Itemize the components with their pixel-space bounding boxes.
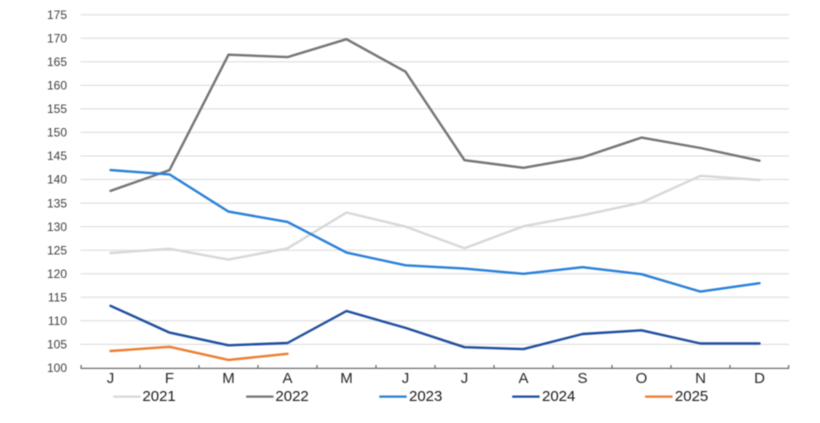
svg-text:A: A bbox=[518, 370, 528, 387]
svg-text:2025: 2025 bbox=[675, 388, 708, 405]
svg-text:110: 110 bbox=[48, 314, 67, 328]
svg-text:135: 135 bbox=[47, 196, 67, 210]
svg-text:M: M bbox=[340, 370, 353, 387]
svg-text:J: J bbox=[402, 370, 410, 387]
svg-text:115: 115 bbox=[48, 291, 67, 305]
svg-text:170: 170 bbox=[47, 31, 67, 45]
svg-text:155: 155 bbox=[47, 102, 67, 116]
svg-text:2022: 2022 bbox=[275, 388, 308, 405]
svg-text:A: A bbox=[282, 370, 292, 387]
svg-text:145: 145 bbox=[47, 149, 67, 163]
svg-text:100: 100 bbox=[47, 361, 67, 375]
svg-text:N: N bbox=[695, 370, 706, 387]
svg-text:130: 130 bbox=[47, 220, 67, 234]
svg-text:2021: 2021 bbox=[142, 388, 175, 405]
svg-text:175: 175 bbox=[47, 8, 67, 22]
svg-text:2024: 2024 bbox=[542, 388, 575, 405]
svg-text:105: 105 bbox=[47, 338, 67, 352]
svg-text:F: F bbox=[165, 370, 174, 387]
svg-text:O: O bbox=[636, 370, 648, 387]
svg-text:J: J bbox=[107, 370, 115, 387]
svg-text:2023: 2023 bbox=[409, 388, 442, 405]
svg-text:D: D bbox=[754, 370, 765, 387]
svg-text:J: J bbox=[461, 370, 469, 387]
svg-text:120: 120 bbox=[47, 267, 67, 281]
svg-text:150: 150 bbox=[47, 126, 67, 140]
svg-text:M: M bbox=[222, 370, 235, 387]
svg-text:165: 165 bbox=[47, 55, 67, 69]
svg-text:160: 160 bbox=[47, 79, 67, 93]
svg-text:140: 140 bbox=[47, 173, 67, 187]
svg-text:S: S bbox=[577, 370, 587, 387]
svg-text:125: 125 bbox=[47, 243, 67, 257]
